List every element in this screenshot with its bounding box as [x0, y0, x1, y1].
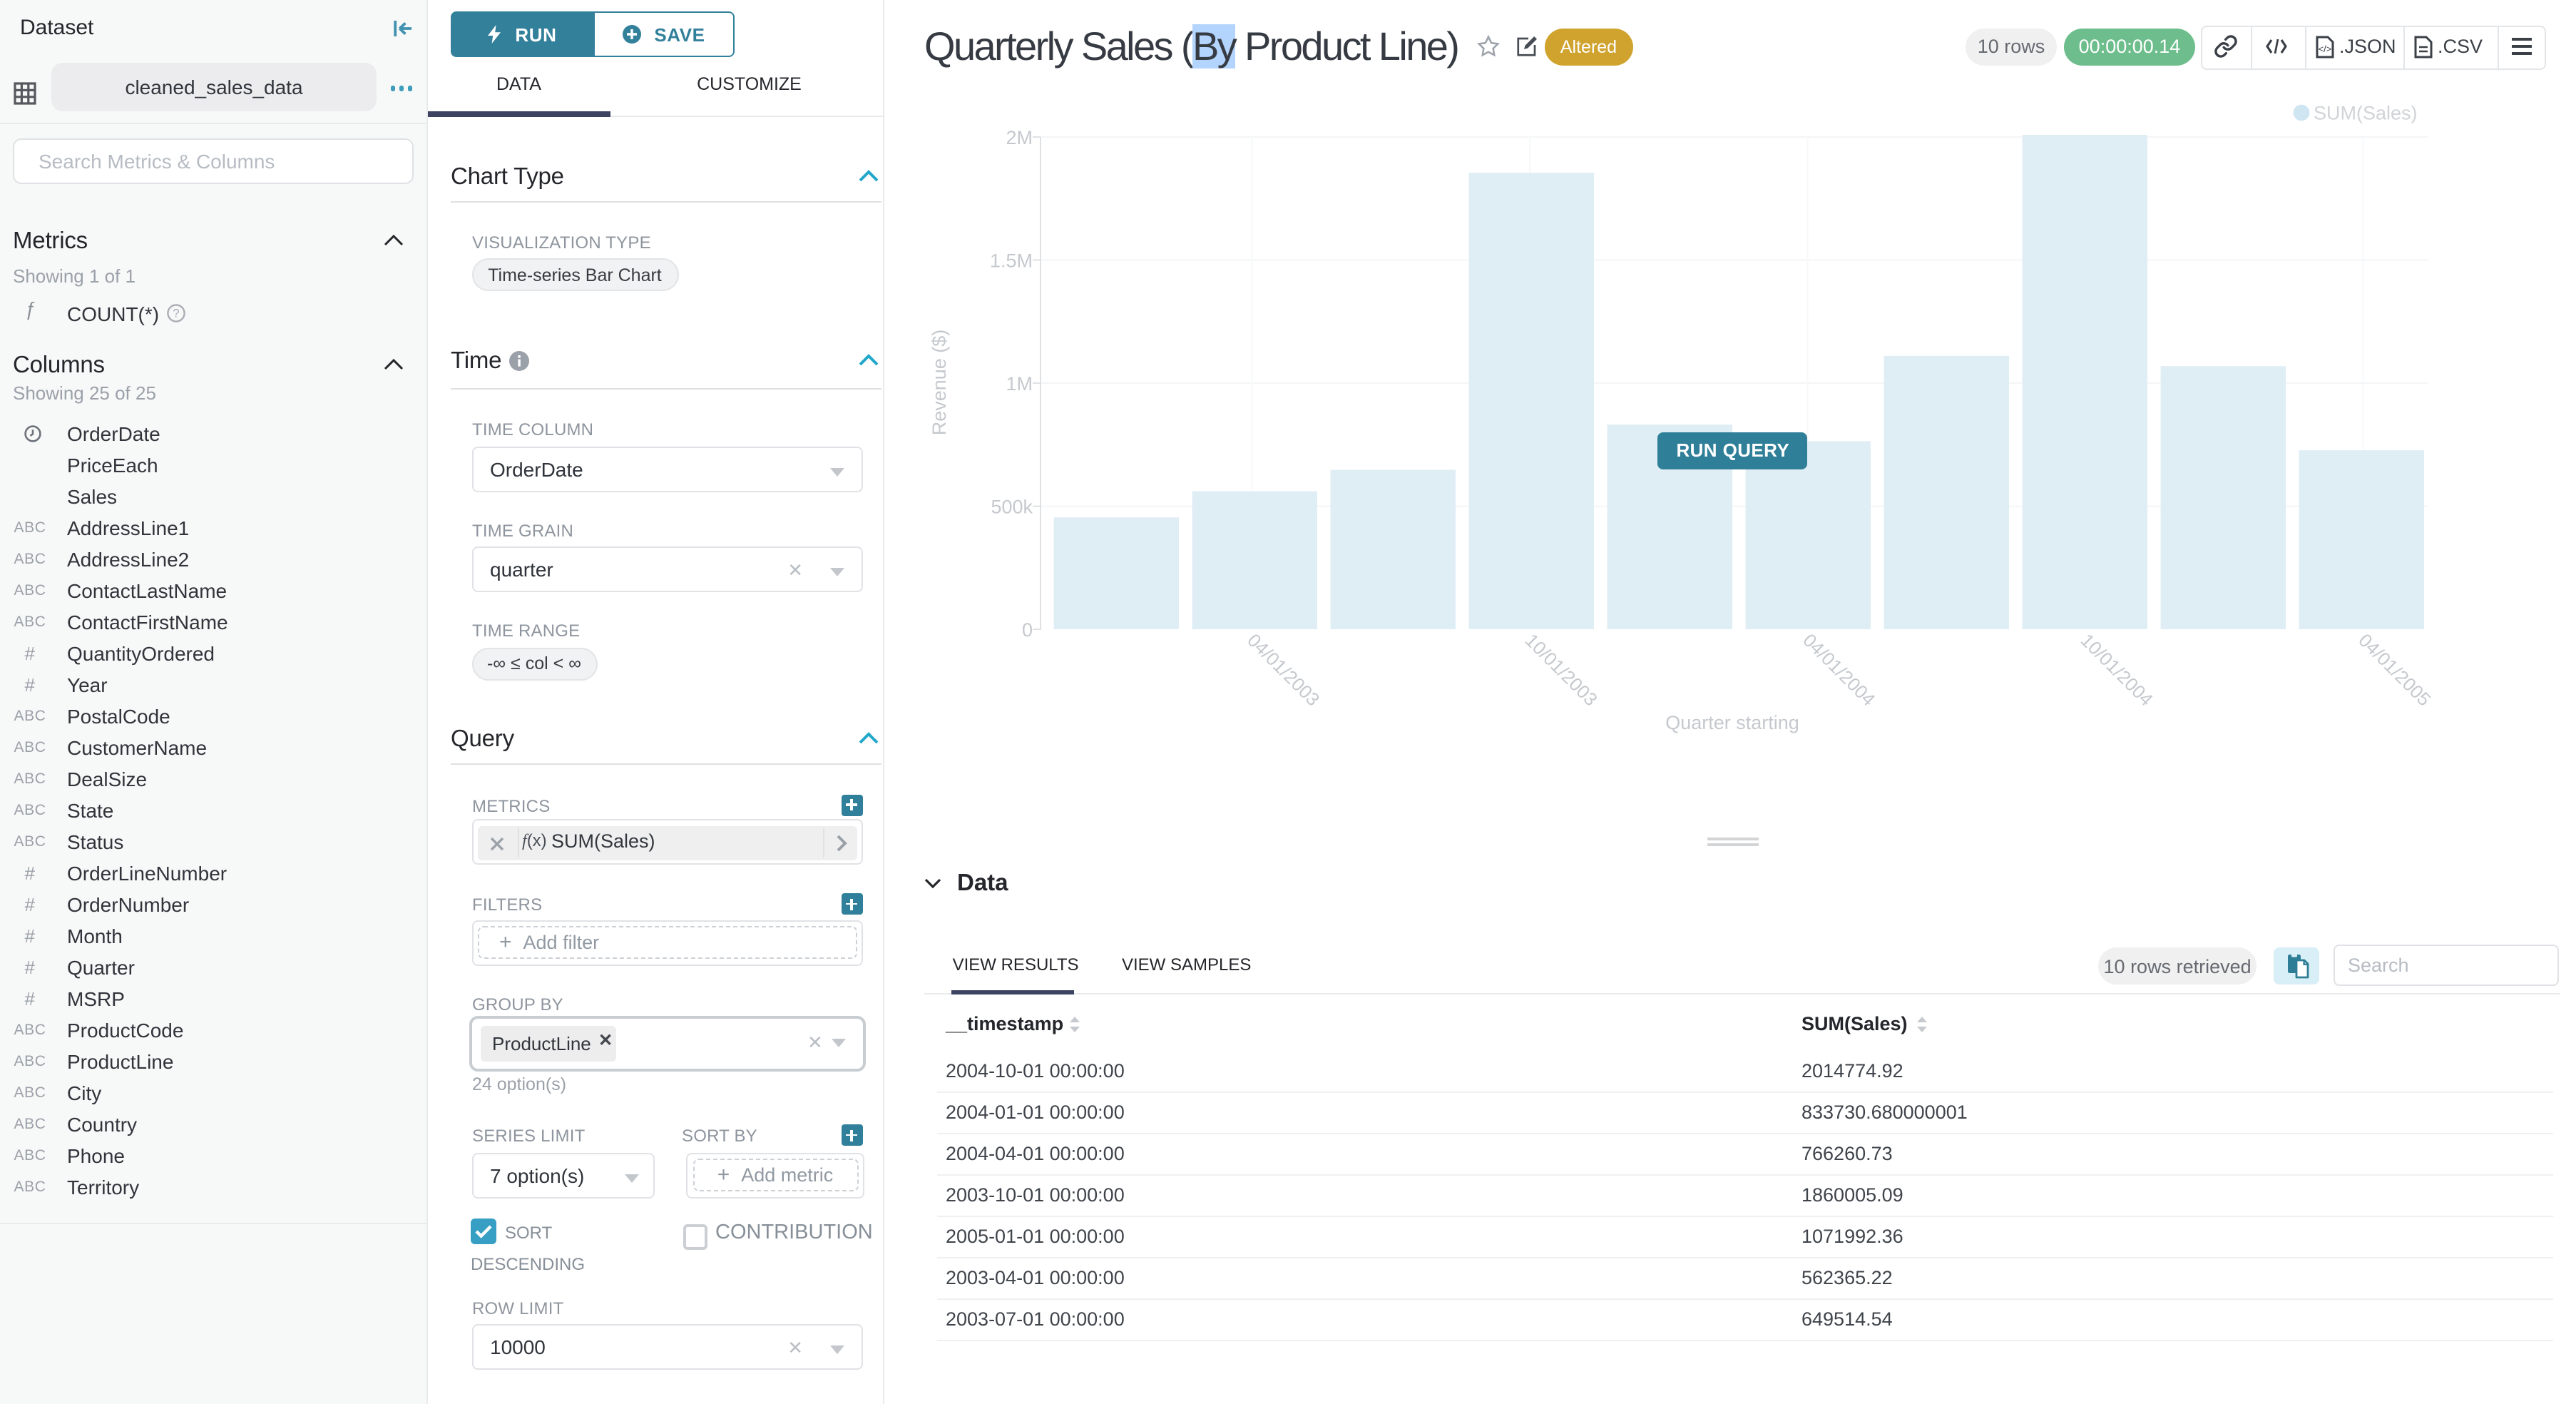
svg-text:500k: 500k [991, 497, 1033, 518]
svg-text:10/01/2003: 10/01/2003 [1521, 629, 1602, 710]
svg-text:04/01/2003: 04/01/2003 [1243, 629, 1324, 710]
svg-text:0: 0 [1022, 619, 1033, 641]
svg-text:04/01/2004: 04/01/2004 [1799, 629, 1879, 710]
svg-text:SUM(Sales): SUM(Sales) [2314, 102, 2418, 123]
svg-text:1M: 1M [1006, 373, 1033, 395]
svg-text:1.5M: 1.5M [990, 250, 1033, 271]
svg-text:2M: 2M [1006, 127, 1033, 148]
svg-text:04/01/2005: 04/01/2005 [2354, 629, 2435, 710]
svg-text:10/01/2004: 10/01/2004 [2077, 629, 2157, 710]
svg-text:</>: </> [2319, 43, 2332, 54]
svg-text:Quarter starting: Quarter starting [1665, 712, 1799, 733]
svg-text:?: ? [173, 306, 179, 320]
svg-text:Revenue ($): Revenue ($) [929, 330, 950, 436]
